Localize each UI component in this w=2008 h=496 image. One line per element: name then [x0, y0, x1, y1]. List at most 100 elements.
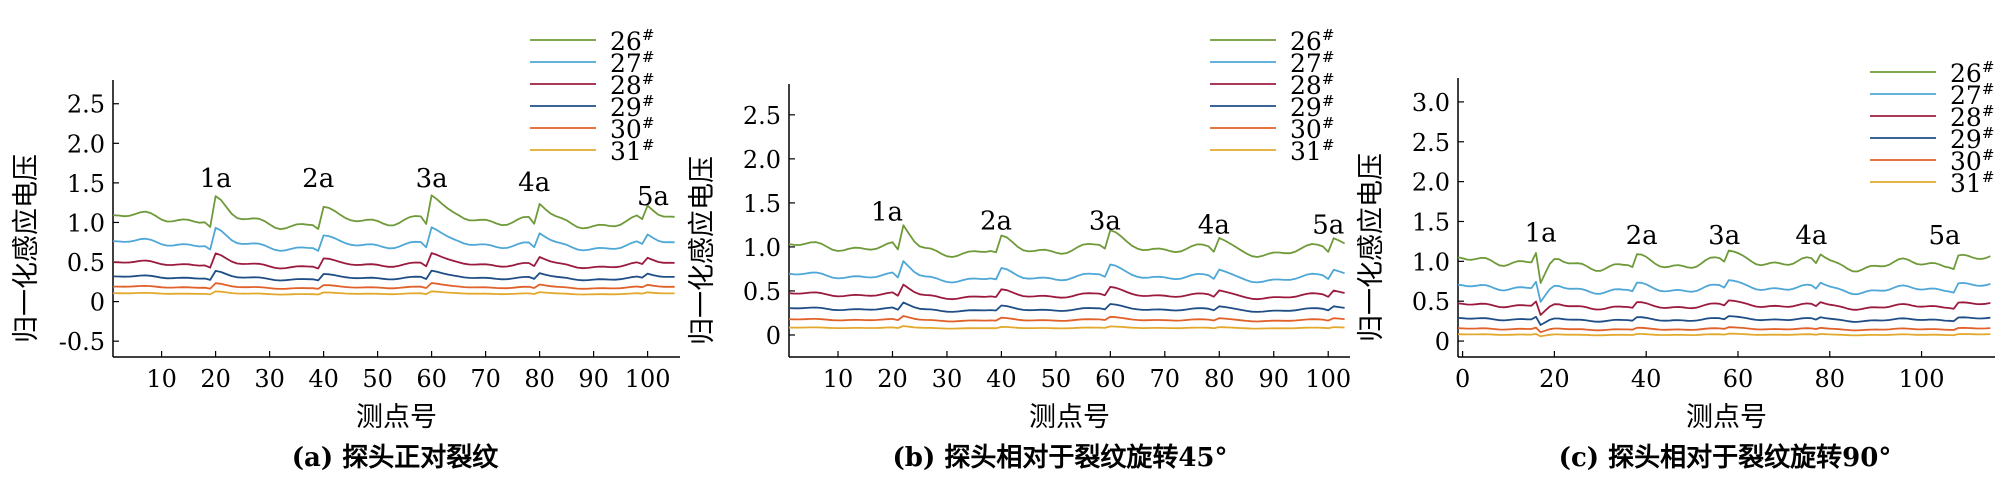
crack-annotation: 4a: [1198, 211, 1230, 241]
x-tick-label: 30: [932, 365, 963, 393]
y-tick-label: 0: [766, 322, 781, 350]
legend-superscript: #: [1322, 26, 1335, 44]
y-tick-label: 2.5: [1412, 129, 1450, 157]
x-tick-label: 60: [1723, 365, 1754, 393]
legend-label: 29#: [610, 92, 654, 122]
series-line-28: [1457, 299, 1991, 316]
x-tick-label: 10: [146, 365, 177, 393]
x-axis-label: 测点号: [1686, 402, 1767, 433]
series-line-30: [1457, 326, 1991, 334]
x-tick-label: 40: [1631, 365, 1662, 393]
x-tick-label: 90: [578, 365, 609, 393]
legend-superscript: #: [642, 26, 655, 44]
legend-label: 31#: [1290, 136, 1334, 166]
y-tick-label: 0.5: [743, 278, 781, 306]
y-axis-label: 归一化感应电压: [11, 154, 42, 343]
x-tick-label: 100: [625, 365, 671, 393]
series-line-26: [1457, 249, 1991, 284]
x-tick-label: 70: [470, 365, 501, 393]
y-tick-label: 3.0: [1412, 89, 1450, 117]
crack-annotation: 5a: [637, 182, 669, 212]
crack-annotation: 3a: [416, 164, 448, 194]
crack-annotation: 1a: [1525, 218, 1557, 248]
legend-superscript: #: [1982, 146, 1995, 164]
series-line-28: [788, 283, 1345, 301]
legend-superscript: #: [1982, 80, 1995, 98]
y-tick-label: 0: [90, 289, 105, 317]
crack-annotation: 2a: [980, 206, 1012, 236]
legend-label: 28#: [610, 70, 654, 100]
legend-superscript: #: [1982, 58, 1995, 76]
legend-superscript: #: [642, 114, 655, 132]
panel-2: 0 0.5 1.0 1.5 2.0 2.5 10 20 30 40 50 60 70 80 90 100 测点号…: [687, 26, 1351, 473]
panel-1: -0.5 0 0.5 1.0 1.5 2.0 2.5 10 20 30 40 50 60 70 80 90 10…: [11, 26, 680, 473]
panel-caption: (c) 探头相对于裂纹旋转90°: [1559, 442, 1892, 473]
x-tick-label: 90: [1258, 365, 1289, 393]
series-line-28: [112, 252, 675, 270]
x-tick-label: 80: [1814, 365, 1845, 393]
legend-superscript: #: [642, 92, 655, 110]
legend-label: 31#: [610, 136, 654, 166]
legend-label: 27#: [1290, 48, 1334, 78]
series-line-29: [112, 269, 675, 282]
crack-annotation: 5a: [1928, 221, 1960, 251]
y-axis-label: 归一化感应电压: [687, 156, 718, 345]
y-tick-label: 1.5: [67, 170, 105, 198]
legend-superscript: #: [1322, 136, 1335, 154]
crack-annotation: 5a: [1312, 211, 1344, 241]
y-axis-label: 归一化感应电压: [1356, 153, 1387, 342]
y-tick-label: 2.0: [67, 130, 105, 158]
panel-3: 0 0.5 1.0 1.5 2.0 2.5 3.0 0 20 40 60 80 100 测点号 归一化感应电…: [1356, 58, 1995, 473]
crack-annotation: 1a: [871, 198, 903, 228]
x-axis-label: 测点号: [1029, 402, 1110, 433]
legend-superscript: #: [1322, 114, 1335, 132]
x-tick-label: 20: [877, 365, 908, 393]
x-tick-label: 20: [1539, 365, 1570, 393]
y-tick-label: 2.0: [743, 146, 781, 174]
series-line-30: [112, 282, 675, 290]
x-tick-label: 20: [200, 365, 231, 393]
legend: 26#27#28#29#30#31#: [530, 26, 654, 166]
crack-annotation: 3a: [1708, 221, 1740, 251]
panel-caption: (b) 探头相对于裂纹旋转45°: [892, 442, 1227, 473]
panel-caption: (a) 探头正对裂纹: [292, 442, 500, 473]
crack-annotation: 4a: [518, 168, 550, 198]
legend-label: 29#: [1290, 92, 1334, 122]
x-tick-label: 60: [1095, 365, 1126, 393]
series-line-29: [788, 301, 1345, 313]
y-tick-label: 1.5: [743, 190, 781, 218]
x-tick-label: 40: [986, 365, 1017, 393]
legend-superscript: #: [1322, 92, 1335, 110]
legend-superscript: #: [642, 70, 655, 88]
crack-annotation: 2a: [302, 164, 334, 194]
series-line-27: [112, 226, 675, 252]
crack-annotation: 3a: [1089, 206, 1121, 236]
y-tick-label: 1.0: [1412, 248, 1450, 276]
legend-superscript: #: [642, 136, 655, 154]
y-tick-label: 1.5: [1412, 208, 1450, 236]
x-tick-label: 60: [416, 365, 447, 393]
series-line-27: [788, 260, 1345, 284]
x-tick-label: 100: [1899, 365, 1945, 393]
y-tick-label: 2.0: [1412, 169, 1450, 197]
x-tick-label: 80: [524, 365, 555, 393]
series-line-27: [1457, 279, 1991, 303]
legend: 26#27#28#29#30#31#: [1870, 58, 1994, 198]
y-tick-label: 2.5: [743, 102, 781, 130]
series-line-31: [1457, 332, 1991, 338]
x-axis-label: 测点号: [356, 402, 437, 433]
y-tick-label: 0.5: [67, 249, 105, 277]
legend-superscript: #: [1322, 48, 1335, 66]
legend-superscript: #: [1982, 168, 1995, 186]
legend: 26#27#28#29#30#31#: [1210, 26, 1334, 166]
x-tick-label: 70: [1150, 365, 1181, 393]
y-tick-label: 0.5: [1412, 288, 1450, 316]
x-tick-label: 10: [823, 365, 854, 393]
y-tick-label: -0.5: [59, 328, 105, 356]
series-line-26: [788, 224, 1346, 258]
series-line-29: [1457, 315, 1991, 326]
legend-superscript: #: [642, 48, 655, 66]
series-line-30: [788, 315, 1345, 323]
x-tick-label: 100: [1305, 365, 1351, 393]
